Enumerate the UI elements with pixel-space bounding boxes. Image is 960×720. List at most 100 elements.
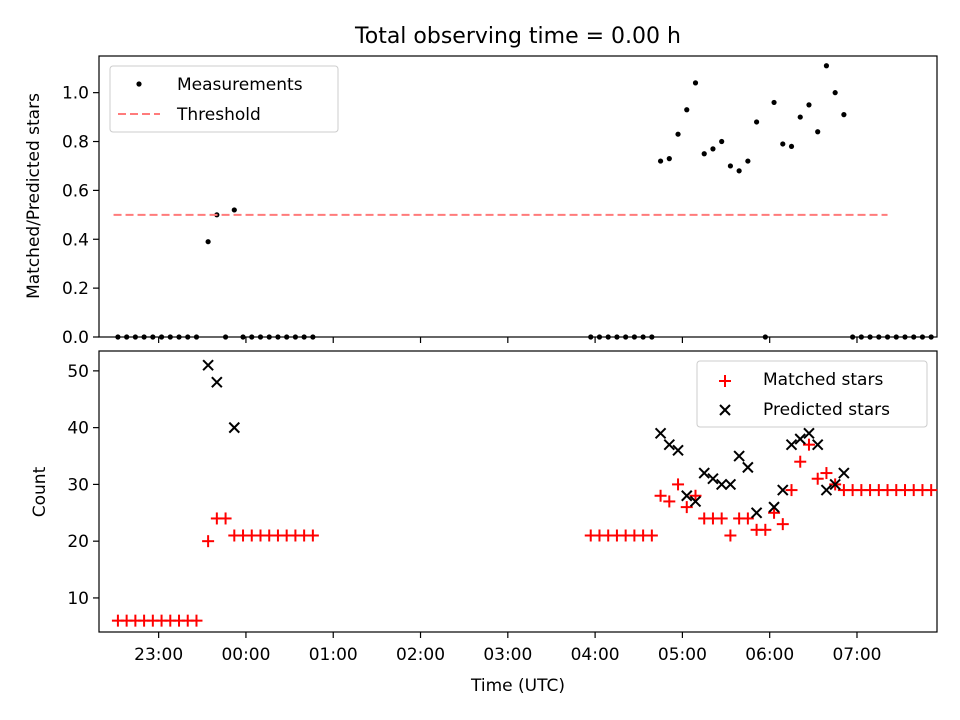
matched-stars-point [190, 614, 203, 627]
predicted-stars-point [724, 478, 737, 491]
matched-stars-point [715, 512, 728, 525]
y-tick-label: 0.0 [62, 328, 89, 348]
predicted-stars-point [829, 478, 841, 491]
measurement-point [666, 156, 672, 162]
measurement-point [928, 334, 934, 340]
measurement-point [788, 143, 795, 150]
predicted-stars-point [750, 507, 763, 519]
matched-stars-point [759, 523, 772, 536]
measurement-point [806, 102, 812, 108]
bottom-axes: 10 20 30 40 50 23:00 00:00 01:00 02:00 03:00 04:00… [67, 350, 938, 665]
predicted-stars-point [820, 484, 833, 496]
predicted-stars-point [838, 467, 850, 479]
y-tick-label: 10 [67, 589, 89, 609]
legend-predicted-marker [719, 404, 731, 416]
measurement-point [919, 334, 926, 340]
measurement-point [719, 138, 725, 145]
measurement-point [858, 334, 864, 340]
measurement-point [640, 334, 646, 340]
measurement-point [841, 112, 847, 118]
plot-frame [98, 55, 938, 338]
y-tick-label: 50 [67, 362, 89, 382]
matched-stars-point [219, 512, 232, 525]
legend-matched-label: Matched stars [763, 370, 883, 390]
x-tick-label: 05:00 [658, 645, 707, 665]
measurement-point [823, 63, 830, 69]
legend-matched-marker [719, 375, 731, 387]
chart-title: Total observing time = 0.00 h [354, 24, 681, 49]
predicted-stars-point [228, 421, 241, 434]
measurement-point [167, 334, 173, 340]
measurement-point [692, 80, 699, 86]
matched-stars-point [689, 489, 702, 502]
measurement-point [614, 334, 620, 340]
matched-stars-point [768, 506, 781, 519]
x-tick-label: 06:00 [745, 645, 794, 665]
measurement-point [222, 334, 229, 340]
measurement-point [124, 334, 130, 340]
legend-predicted-label: Predicted stars [763, 400, 890, 420]
y-tick-label: 30 [67, 475, 89, 495]
measurement-point [675, 131, 681, 137]
measurement-point [727, 163, 734, 169]
measurement-point [193, 334, 200, 340]
predicted-stars-point [768, 501, 780, 513]
measurement-point [884, 334, 891, 340]
measurement-point [867, 334, 873, 340]
measurement-point [736, 168, 742, 174]
measurement-point [231, 207, 237, 213]
top-legend: Measurements Threshold [109, 65, 339, 133]
measurement-point [649, 334, 655, 340]
measurement-point [275, 334, 281, 340]
predicted-stars-point [202, 359, 214, 371]
legend-threshold-label: Threshold [176, 105, 261, 125]
measurement-point [745, 158, 751, 164]
x-tick-label: 03:00 [483, 645, 532, 665]
predicted-stars-point [672, 444, 684, 457]
x-axis-label: Time (UTC) [470, 676, 565, 696]
measurement-point [596, 334, 603, 340]
legend-measurements-label: Measurements [177, 75, 303, 95]
measurement-point [684, 107, 690, 113]
y-tick-label: 40 [67, 419, 89, 439]
measurement-point [657, 158, 664, 164]
x-tick-label: 00:00 [221, 645, 270, 665]
matched-stars-point [794, 455, 807, 468]
measurement-point [266, 334, 272, 340]
measurement-point [292, 334, 299, 340]
measurement-point [150, 334, 156, 340]
top-axes: 0.0 0.2 0.4 0.6 0.8 1.0 [62, 55, 938, 348]
measurement-point [176, 334, 182, 340]
measurement-point [780, 141, 786, 147]
measurement-point [257, 334, 264, 340]
y-tick-label: 1.0 [62, 84, 89, 104]
measurement-point [701, 151, 707, 157]
matched-stars-point [672, 478, 685, 491]
predicted-stars-point [689, 495, 702, 508]
predicted-stars-point [698, 467, 710, 479]
matched-stars-point [724, 529, 737, 542]
x-tick-label: 07:00 [832, 645, 881, 665]
measurement-point [876, 334, 882, 340]
measurement-point [623, 334, 629, 340]
predicted-stars-point [663, 438, 676, 451]
y-tick-label: 20 [67, 532, 89, 552]
measurement-point [158, 334, 165, 340]
measurement-point [832, 90, 838, 96]
measurement-point [141, 334, 147, 340]
y-tick-label: 0.6 [62, 181, 89, 201]
measurement-point [902, 334, 908, 340]
x-tick-label: 01:00 [309, 645, 358, 665]
predicted-stars-point [785, 438, 798, 451]
measurement-point [771, 99, 777, 106]
measurement-point [911, 334, 917, 340]
matched-stars-point [654, 489, 667, 502]
measurement-point [893, 334, 899, 340]
matched-stars-point [811, 472, 824, 485]
matched-stars-point [663, 495, 676, 508]
matched-stars-point [820, 467, 833, 480]
predicted-stars-point [794, 433, 806, 445]
x-tick-label: 23:00 [134, 645, 183, 665]
legend-measurements-marker [136, 81, 142, 87]
